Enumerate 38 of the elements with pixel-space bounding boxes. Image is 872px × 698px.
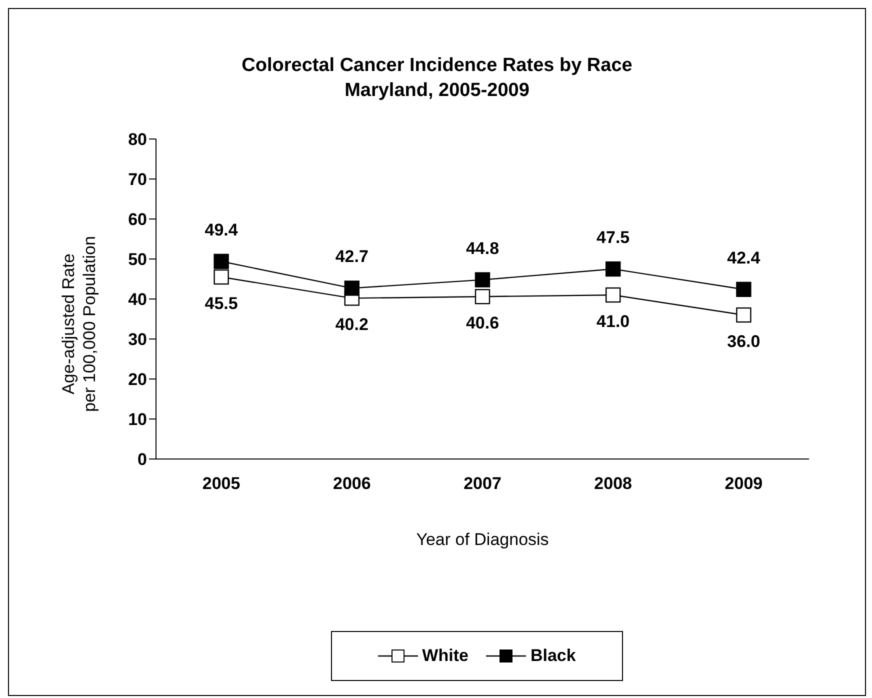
data-label: 45.5 [204,294,238,313]
y-tick-label: 40 [128,290,147,310]
point [214,269,229,285]
point [606,287,621,303]
x-tick-label: 2007 [464,474,502,494]
data-label: 40.2 [335,315,368,334]
x-axis-title: Year of Diagnosis [416,530,549,549]
data-label: 36.0 [727,332,760,351]
point [606,261,621,277]
data-label: 42.7 [335,247,368,266]
y-tick-label: 80 [128,130,147,150]
y-tick-label: 20 [128,370,147,390]
legend-label: White [422,646,468,666]
point [736,282,752,297]
data-label: 41.0 [596,312,630,331]
point [474,289,490,304]
y-tick-label: 70 [128,170,147,190]
legend-label: Black [530,646,576,666]
data-label: 40.6 [466,314,500,333]
y-tick-label: 50 [128,250,147,270]
data-label: 49.4 [204,220,238,240]
y-tick-label: 30 [128,330,147,350]
y-tick-label: 0 [138,450,147,470]
y-axis-title: Age-adjusted Rate per 100,000 Population [58,236,100,412]
point [344,280,360,296]
chart-title: Colorectal Cancer Incidence Rates by Race Maryland, 2005-2009 [240,54,634,103]
data-label: 42.4 [727,248,761,268]
x-tick-label: 2006 [332,474,371,494]
y-tick-label: 10 [128,410,147,430]
point [474,272,490,288]
y-tick-label: 60 [128,210,147,230]
x-tick-label: 2005 [202,474,240,494]
x-tick-label: 2008 [594,474,632,494]
data-label: 44.8 [466,238,500,258]
x-tick-label: 2009 [724,474,763,494]
data-label: 47.5 [596,228,630,247]
point [214,254,229,269]
point [736,307,752,323]
